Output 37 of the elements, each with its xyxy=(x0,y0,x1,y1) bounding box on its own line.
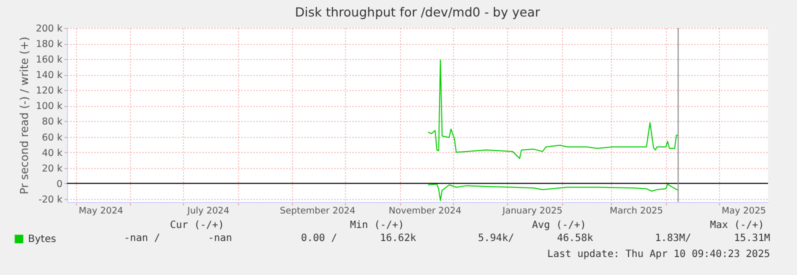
x-tick-label: January 2025 xyxy=(502,206,562,216)
y-tick-label: 160 k xyxy=(36,54,63,66)
y-tick-label: 120 k xyxy=(36,86,63,97)
y-tick-label: 20 k xyxy=(42,163,63,174)
y-tick-label: -20 k xyxy=(38,194,63,206)
text: -nan xyxy=(208,233,232,244)
y-tick-label: 40 k xyxy=(42,148,63,159)
x-tick-label: July 2024 xyxy=(186,206,230,216)
text: 16.62k xyxy=(380,233,416,244)
y-tick-label: 180 k xyxy=(36,39,63,50)
text: 1.83M/ xyxy=(655,233,692,244)
y-axis-title: Pr second read (-) / write (+) xyxy=(18,36,31,194)
text: Min (-/+) xyxy=(350,220,404,231)
y-tick-label: 0 xyxy=(56,178,62,190)
text: 46.58k xyxy=(557,233,594,244)
y-tick-label: 140 k xyxy=(36,70,63,82)
text: Avg (-/+) xyxy=(532,220,586,231)
text: -nan / xyxy=(124,233,160,244)
x-tick-label: September 2024 xyxy=(280,206,356,216)
text: Cur (-/+) xyxy=(170,220,224,231)
text: Max (-/+) xyxy=(710,220,764,231)
text: 5.94k/ xyxy=(478,233,514,244)
y-tick-label: 100 k xyxy=(36,101,63,112)
chart-title: Disk throughput for /dev/md0 - by year xyxy=(295,4,541,20)
x-tick-label: May 2025 xyxy=(722,206,766,216)
y-tick-label: 60 k xyxy=(42,132,63,144)
text: Last update: Thu Apr 10 09:40:23 2025 xyxy=(547,249,770,260)
x-tick-label: March 2025 xyxy=(610,206,664,216)
text: 0.00 / xyxy=(301,233,338,244)
x-tick-label: November 2024 xyxy=(388,206,462,216)
y-tick-label: 200 k xyxy=(36,24,63,34)
x-tick-label: May 2024 xyxy=(78,206,124,216)
line-series xyxy=(428,184,679,201)
y-tick-label: 80 k xyxy=(42,116,63,128)
line-series xyxy=(428,59,679,159)
text: 15.31M xyxy=(734,233,770,244)
legend-label: Bytes xyxy=(28,234,56,245)
